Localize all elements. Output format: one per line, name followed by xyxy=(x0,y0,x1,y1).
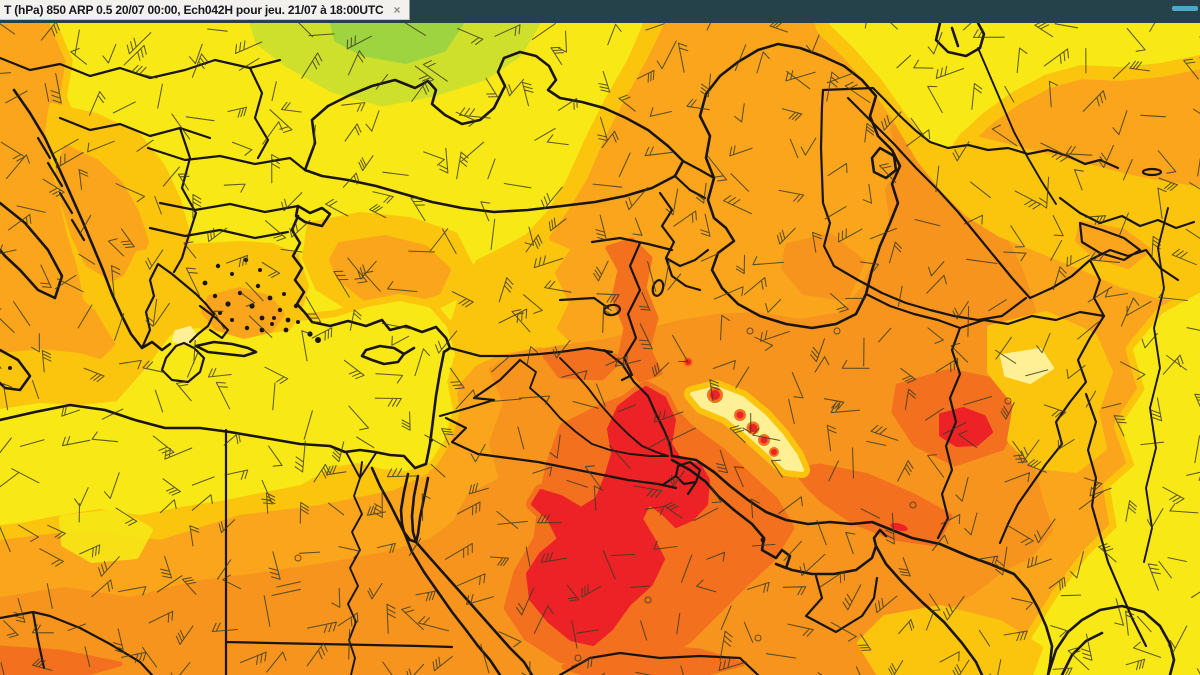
crete xyxy=(194,340,258,358)
calm-station-circles xyxy=(294,327,1012,662)
kuwait xyxy=(662,460,702,496)
cyprus xyxy=(360,344,416,366)
tab-title: T (hPa) 850 ARP 0.5 20/07 00:00, Ech042H… xyxy=(4,2,384,17)
adriatic-coast xyxy=(12,88,172,352)
aral-sea xyxy=(934,23,986,58)
greece-lines xyxy=(140,262,230,384)
indus-river xyxy=(1143,207,1169,563)
kara-bogaz xyxy=(870,146,898,180)
weather-map[interactable] xyxy=(0,23,1200,675)
scroll-indicator[interactable] xyxy=(1172,6,1198,11)
top-bar: T (hPa) 850 ARP 0.5 20/07 00:00, Ech042H… xyxy=(0,0,1200,23)
croatian-islands xyxy=(36,136,86,242)
caucasus-borders xyxy=(590,159,716,292)
italy-heel xyxy=(0,201,64,300)
mesopotamia-rivers xyxy=(519,357,669,457)
lakes xyxy=(429,167,1163,442)
aegean-islands xyxy=(8,257,766,543)
iraq-iran-border xyxy=(602,348,674,458)
wind-barbs xyxy=(0,23,1200,675)
nile-river xyxy=(347,477,363,675)
chart-tab[interactable]: T (hPa) 850 ARP 0.5 20/07 00:00, Ech042H… xyxy=(0,0,411,20)
black-sea xyxy=(303,50,685,214)
africa-borders xyxy=(0,428,454,675)
amu-darya xyxy=(977,47,1057,205)
levant-africa-coast xyxy=(0,350,446,470)
caspian-sea xyxy=(698,42,902,330)
close-icon[interactable]: × xyxy=(393,2,401,17)
afghan-pak-borders xyxy=(998,314,1148,648)
suez-aqaba-gulfs xyxy=(370,466,430,544)
uae-oman-borders xyxy=(804,574,879,634)
turkey-coast xyxy=(290,214,452,354)
iran-east-borders xyxy=(864,292,1106,540)
jordan-saudi-iraq-borders xyxy=(438,358,678,490)
red-sea xyxy=(402,530,534,675)
